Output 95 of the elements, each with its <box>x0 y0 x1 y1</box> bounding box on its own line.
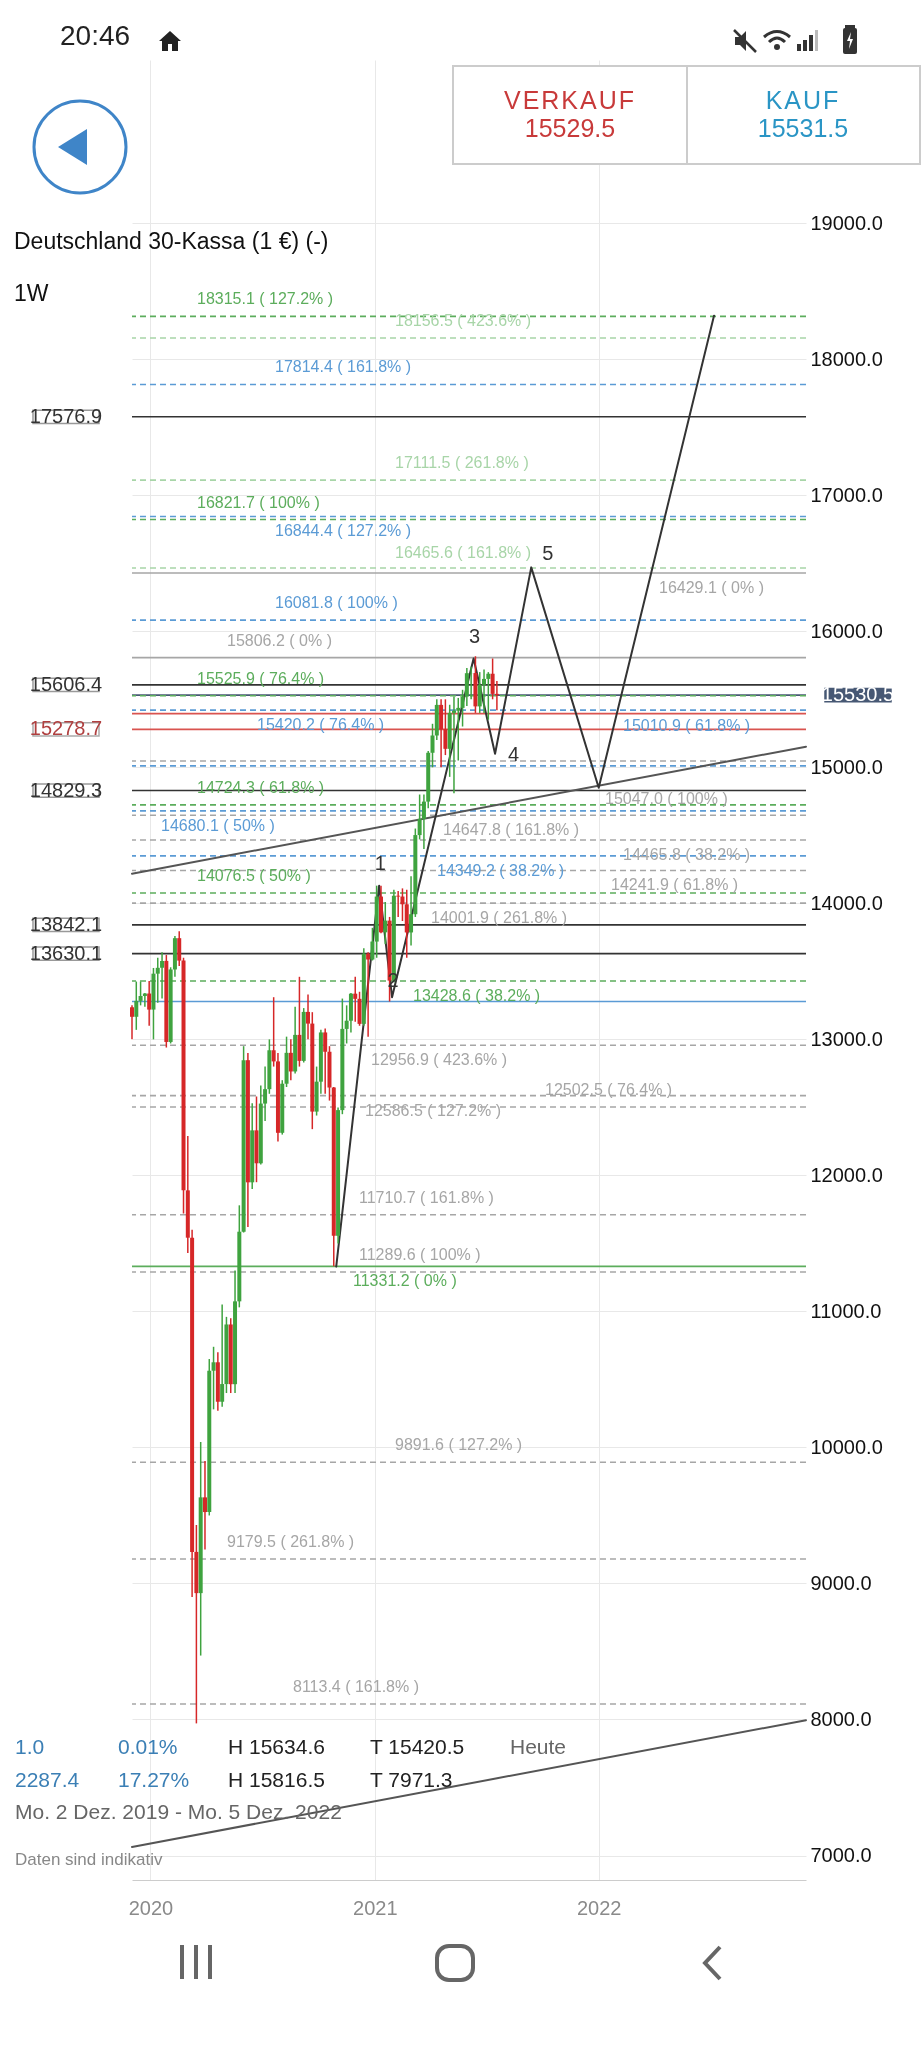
y-tick-label: 16000.0 <box>810 619 883 642</box>
annotation: H 15634.6 <box>228 1735 325 1759</box>
ref-line-label: 18156.5 ( 423.6% ) <box>395 311 532 329</box>
ref-line-label: 13630.1 <box>29 941 103 964</box>
ref-line-label: 11331.2 ( 0% ) <box>353 1272 457 1290</box>
ref-line-label: 11710.7 ( 161.8% ) <box>359 1188 494 1206</box>
annotation: 15529.5 <box>524 114 616 143</box>
y-tick-label: 14000.0 <box>810 891 883 914</box>
annotation: T 15420.5 <box>370 1735 465 1759</box>
annotation: 17.27% <box>118 1768 190 1792</box>
candlestick <box>130 1004 134 1041</box>
ref-line-label: 14076.5 ( 50% ) <box>197 866 311 884</box>
y-tick-label: 17000.0 <box>810 483 883 506</box>
x-tick-label: 2021 <box>353 1896 398 1919</box>
candlestick <box>464 667 469 707</box>
candlestick <box>138 980 143 1007</box>
annotation: VERKAUF <box>503 86 637 115</box>
ref-line-label: 14829.3 <box>29 778 103 801</box>
candlestick <box>177 930 182 967</box>
y-tick-label: 10000.0 <box>810 1435 883 1458</box>
y-tick-label: 13000.0 <box>810 1027 883 1050</box>
ref-line-label: 13428.6 ( 38.2% ) <box>413 987 541 1005</box>
ref-line-label: 15806.2 ( 0% ) <box>227 631 332 649</box>
annotation: 3 <box>469 624 481 647</box>
ref-line-label: 11289.6 ( 100% ) <box>359 1246 481 1264</box>
annotation: 5 <box>542 541 554 564</box>
ref-line-label: 13842.1 <box>29 912 103 935</box>
annotation: 1 <box>374 851 386 874</box>
candlestick <box>202 1460 207 1551</box>
candlestick <box>370 927 375 962</box>
y-tick-label: 7000.0 <box>810 1844 872 1867</box>
ref-line-label: 14647.8 ( 161.8% ) <box>443 821 580 839</box>
ref-line-label: 14349.2 ( 38.2% ) <box>437 861 565 879</box>
y-tick-label: 8000.0 <box>810 1707 872 1730</box>
candlestick <box>477 671 482 714</box>
y-tick-label: 12000.0 <box>810 1163 883 1186</box>
ref-line-label: 16429.1 ( 0% ) <box>659 578 764 596</box>
ref-line-label: 15420.2 ( 76.4% ) <box>257 716 385 734</box>
text: Deutschland 30-Kassa (1 €) (-) <box>14 228 329 255</box>
y-tick-label: 11000.0 <box>810 1299 882 1322</box>
ref-line-label: 15530.5 <box>821 683 895 706</box>
ref-line-label: 14465.8 ( 38.2% ) <box>623 845 751 863</box>
text: 1W <box>14 280 49 307</box>
candlestick <box>323 1027 328 1095</box>
candlestick <box>486 671 491 721</box>
candlestick <box>288 1038 293 1081</box>
candlestick <box>366 951 371 1038</box>
ref-line-label: 18315.1 ( 127.2% ) <box>197 290 334 308</box>
y-tick-label: 19000.0 <box>810 211 883 234</box>
ref-line-label: 12502.5 ( 76.4% ) <box>545 1081 673 1099</box>
ref-line-label: 14001.9 ( 261.8% ) <box>431 909 568 927</box>
ref-line-label: 15278.7 <box>29 717 103 740</box>
ref-line-label: 16465.6 ( 161.8% ) <box>395 543 532 561</box>
ref-line-label: 17576.9 <box>29 404 103 427</box>
text: 1.0 <box>15 1735 45 1759</box>
annotation: 0.01% <box>118 1735 178 1759</box>
candlestick <box>134 980 139 1031</box>
annotation: T 7971.3 <box>370 1768 453 1792</box>
annotation: 15531.5 <box>757 114 849 143</box>
annotation: H 15816.5 <box>228 1768 325 1792</box>
candlestick <box>160 951 165 1000</box>
y-tick-label: 9000.0 <box>810 1571 872 1594</box>
ref-line-label: 16821.7 ( 100% ) <box>197 493 320 511</box>
candlestick <box>482 668 487 714</box>
ref-line-label: 8113.4 ( 161.8% ) <box>293 1678 420 1696</box>
candlestick <box>211 1346 216 1411</box>
annotation: 4 <box>508 742 520 765</box>
ref-line-label: 15525.9 ( 76.4% ) <box>197 669 325 687</box>
ref-line-label: 9179.5 ( 261.8% ) <box>227 1533 355 1551</box>
ref-line-label: 12956.9 ( 423.6% ) <box>371 1051 508 1069</box>
candlestick <box>400 887 405 922</box>
annotation: KAUF <box>765 86 841 115</box>
text: 2287.4 <box>15 1768 80 1792</box>
candlestick <box>353 976 358 1023</box>
ref-line-label: 14241.9 ( 61.8% ) <box>611 876 739 894</box>
ref-line-label: 9891.6 ( 127.2% ) <box>395 1436 523 1454</box>
x-tick-label: 2020 <box>128 1896 174 1919</box>
ref-line-label: 12586.5 ( 127.2% ) <box>365 1101 502 1119</box>
annotation: Daten sind indikativ <box>15 1850 163 1870</box>
candlestick <box>220 1303 225 1408</box>
ref-line-label: 16081.8 ( 100% ) <box>275 594 398 612</box>
annotation: Heute <box>510 1735 567 1759</box>
ref-line-label: 15606.4 <box>29 672 103 695</box>
y-tick-label: 15000.0 <box>810 755 883 778</box>
candlestick <box>147 980 152 1027</box>
candlestick <box>396 890 401 918</box>
ref-line-label: 16844.4 ( 127.2% ) <box>275 522 412 540</box>
ref-line-label: 15047.0 ( 100% ) <box>605 789 728 807</box>
ref-line-label: 17814.4 ( 161.8% ) <box>275 358 412 376</box>
x-tick-label: 2022 <box>576 1896 622 1919</box>
y-tick-label: 18000.0 <box>810 347 883 370</box>
ref-line-label: 17111.5 ( 261.8% ) <box>395 454 529 472</box>
ref-line-label: 14680.1 ( 50% ) <box>161 816 275 834</box>
text: 20:46 <box>60 20 131 52</box>
candlestick <box>383 901 388 945</box>
